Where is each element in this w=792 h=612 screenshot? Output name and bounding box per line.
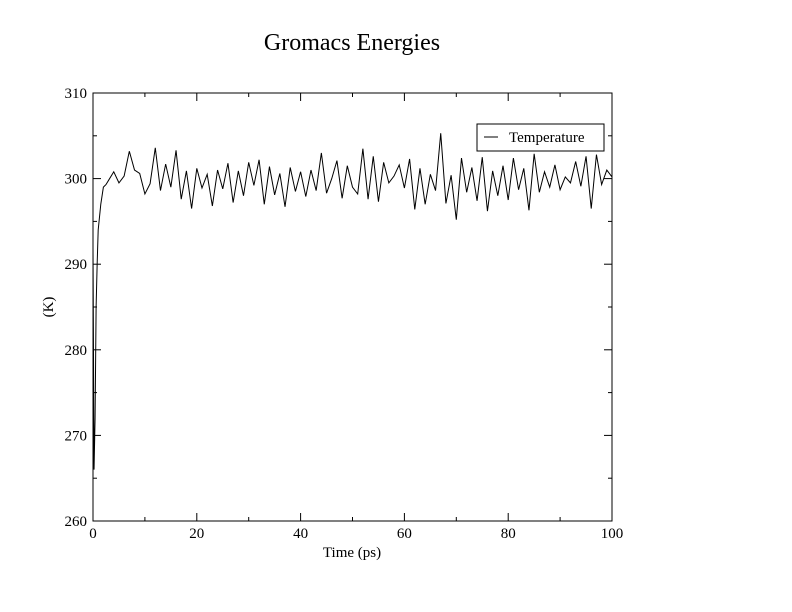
x-tick-label: 80 bbox=[501, 526, 516, 542]
y-tick-label: 260 bbox=[65, 514, 88, 530]
x-tick-label: 60 bbox=[397, 526, 412, 542]
legend-box bbox=[476, 123, 605, 152]
chart-title: Gromacs Energies bbox=[264, 30, 440, 56]
x-tick-label: 20 bbox=[189, 526, 204, 542]
x-tick-label: 100 bbox=[601, 526, 624, 542]
y-tick-label: 290 bbox=[65, 257, 88, 273]
y-tick-label: 280 bbox=[65, 343, 88, 359]
temperature-line bbox=[92, 133, 613, 470]
y-tick-label: 270 bbox=[65, 428, 88, 444]
y-tick-label: 310 bbox=[65, 86, 88, 102]
legend-label: Temperature bbox=[509, 130, 585, 146]
y-axis-label: (K) bbox=[41, 297, 57, 318]
x-axis-label: Time (ps) bbox=[323, 545, 381, 561]
y-tick-label: 300 bbox=[65, 172, 88, 188]
x-tick-label: 40 bbox=[293, 526, 308, 542]
x-tick-label: 0 bbox=[89, 526, 97, 542]
